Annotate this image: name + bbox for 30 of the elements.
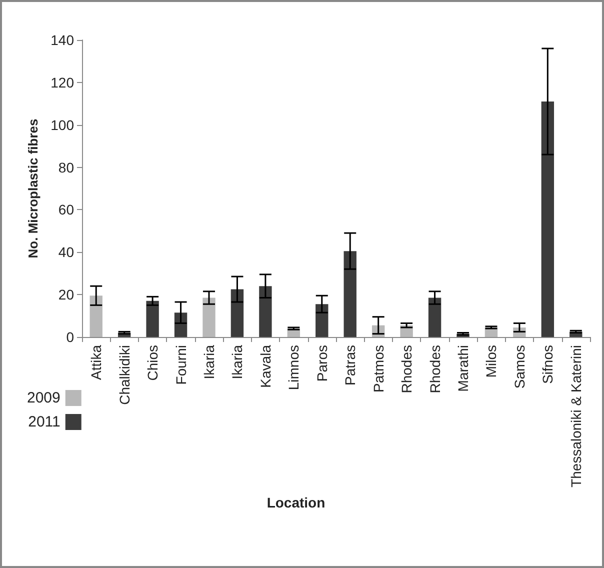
x-tick-label: Sifnos bbox=[540, 345, 556, 384]
x-tick-label: Thessaloniki & Katerini bbox=[568, 345, 584, 488]
y-axis-title: No. Microplastic fibres bbox=[26, 118, 41, 258]
x-axis-title: Location bbox=[266, 494, 326, 510]
x-tick-label: Samos bbox=[511, 345, 528, 389]
legend-label: 2011 bbox=[28, 414, 60, 430]
x-tick-label: Rhodes bbox=[398, 345, 415, 394]
x-tick-label: Chalkidiki bbox=[116, 345, 132, 405]
y-tick-label: 120 bbox=[50, 74, 74, 90]
x-tick-label: Milos bbox=[483, 345, 500, 378]
y-tick-label: 80 bbox=[58, 159, 74, 176]
x-tick-label: Patmos bbox=[370, 345, 386, 392]
legend-label: 2009 bbox=[26, 390, 60, 406]
x-tick-label: Limnos bbox=[286, 345, 302, 390]
x-tick-label: Chios bbox=[144, 345, 161, 381]
y-tick-label: 60 bbox=[58, 202, 74, 218]
x-tick-label: Patras bbox=[342, 345, 358, 386]
y-tick-label: 140 bbox=[50, 32, 74, 48]
x-tick-label: Kavala bbox=[257, 344, 274, 388]
y-tick-label: 100 bbox=[50, 116, 74, 133]
x-tick-label: Rhodes bbox=[426, 345, 443, 394]
x-tick-label: Marathi bbox=[455, 345, 471, 392]
y-tick-label: 0 bbox=[66, 329, 74, 345]
x-tick-label: Paros bbox=[314, 345, 330, 382]
x-tick-label: Ikaria bbox=[201, 344, 217, 380]
x-tick-label: Fourni bbox=[172, 345, 189, 385]
y-tick-label: 20 bbox=[58, 286, 74, 303]
y-tick-label: 40 bbox=[58, 244, 74, 260]
x-tick-label: Ikaria bbox=[229, 344, 246, 380]
x-tick-label: Attika bbox=[88, 344, 104, 380]
